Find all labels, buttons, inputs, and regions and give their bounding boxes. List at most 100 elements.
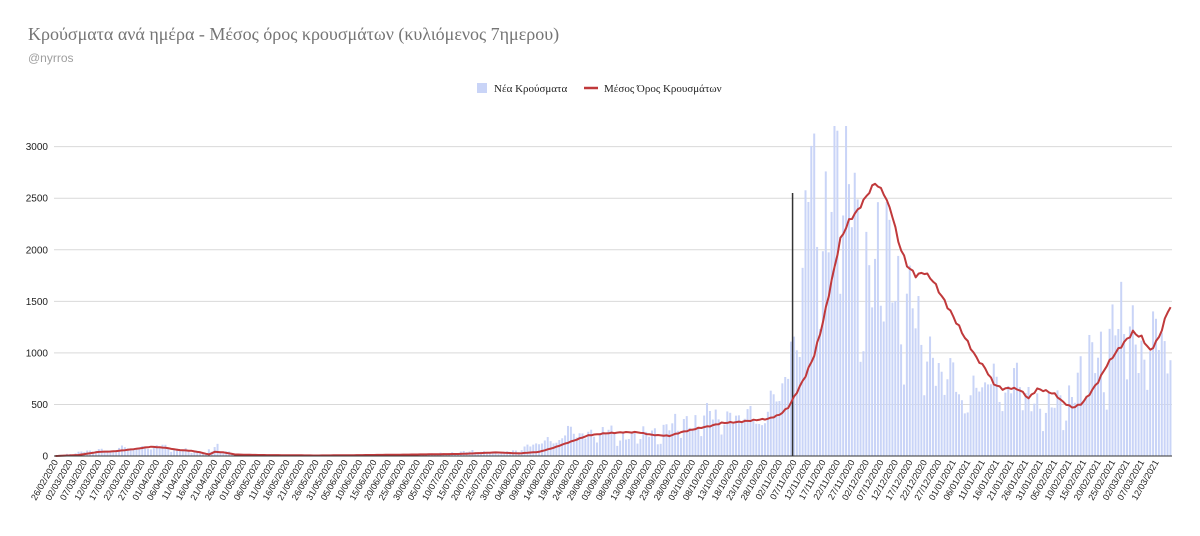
- bar: [587, 431, 590, 456]
- bar: [1018, 387, 1021, 456]
- bar: [1099, 331, 1102, 456]
- bar: [454, 454, 457, 456]
- bar: [207, 449, 210, 456]
- bar: [126, 448, 129, 456]
- bar: [543, 440, 546, 456]
- bar: [170, 451, 173, 456]
- bar: [937, 363, 940, 456]
- bar: [1010, 393, 1013, 456]
- bar: [772, 394, 775, 456]
- bar: [784, 377, 787, 456]
- bar: [908, 265, 911, 456]
- bar: [862, 351, 865, 456]
- bar: [1047, 391, 1050, 456]
- bar: [1140, 340, 1143, 456]
- bar: [717, 419, 720, 456]
- bar: [138, 448, 141, 456]
- bar: [1036, 393, 1039, 456]
- bar: [856, 199, 859, 456]
- bar: [691, 428, 694, 456]
- y-tick-label: 2500: [26, 194, 49, 205]
- bar: [969, 395, 972, 456]
- bar: [555, 442, 558, 456]
- bar: [758, 423, 761, 456]
- bar: [769, 390, 772, 456]
- bar: [1082, 400, 1085, 456]
- bar: [604, 433, 607, 456]
- bar: [827, 252, 830, 456]
- bar: [703, 415, 706, 456]
- bar: [1027, 386, 1030, 456]
- bar: [902, 384, 905, 456]
- bar: [966, 412, 969, 456]
- bar: [795, 350, 798, 456]
- bar: [1137, 373, 1140, 456]
- bar: [963, 413, 966, 456]
- bar: [231, 453, 234, 456]
- bar: [682, 419, 685, 456]
- bar: [917, 296, 920, 456]
- bar: [940, 371, 943, 456]
- bar: [584, 438, 587, 456]
- bar: [677, 430, 680, 456]
- bar: [590, 429, 593, 456]
- bar: [1044, 412, 1047, 456]
- chart-subtitle: @nyrros: [28, 51, 74, 65]
- bar: [914, 328, 917, 456]
- bar: [694, 415, 697, 456]
- bar: [178, 450, 181, 456]
- bar: [1169, 360, 1172, 456]
- bar: [558, 440, 561, 456]
- bar: [601, 427, 604, 456]
- bar: [868, 265, 871, 456]
- bar: [943, 394, 946, 456]
- bar: [1126, 379, 1129, 456]
- bar: [523, 446, 526, 456]
- bar: [149, 449, 152, 456]
- bar: [567, 425, 570, 456]
- bar: [836, 130, 839, 456]
- bar: [706, 403, 709, 456]
- bar: [175, 448, 178, 456]
- bar: [894, 300, 897, 456]
- bar: [801, 267, 804, 456]
- bar: [790, 341, 793, 456]
- bar: [500, 452, 503, 456]
- bar: [196, 450, 199, 456]
- bar: [1053, 407, 1056, 456]
- bar: [920, 344, 923, 456]
- bar: [1085, 395, 1088, 456]
- bar: [845, 126, 848, 456]
- bar: [998, 401, 1001, 456]
- bar: [821, 251, 824, 456]
- bar: [659, 443, 662, 456]
- bar: [503, 451, 506, 456]
- bar: [216, 443, 219, 456]
- bar: [807, 202, 810, 456]
- legend-bar-label: Νέα Κρούσματα: [494, 83, 567, 95]
- bar: [734, 415, 737, 456]
- line-series: [55, 182, 1172, 457]
- bar: [923, 395, 926, 456]
- bar: [540, 443, 543, 456]
- bar: [926, 361, 929, 456]
- bar: [645, 431, 648, 456]
- bar: [1015, 362, 1018, 456]
- bar: [850, 227, 853, 456]
- y-tick-label: 500: [31, 400, 48, 411]
- bar: [115, 450, 118, 456]
- bar: [1111, 304, 1114, 456]
- bar: [1070, 397, 1073, 456]
- bar: [726, 411, 729, 456]
- bar: [986, 384, 989, 456]
- bar: [723, 424, 726, 456]
- bar: [1091, 342, 1094, 456]
- bar: [1007, 386, 1010, 456]
- bar: [546, 437, 549, 456]
- bar: [1117, 328, 1120, 456]
- bar: [564, 435, 567, 456]
- bar: [155, 445, 158, 456]
- bar: [103, 450, 106, 456]
- bar: [456, 454, 459, 456]
- bar: [813, 133, 816, 457]
